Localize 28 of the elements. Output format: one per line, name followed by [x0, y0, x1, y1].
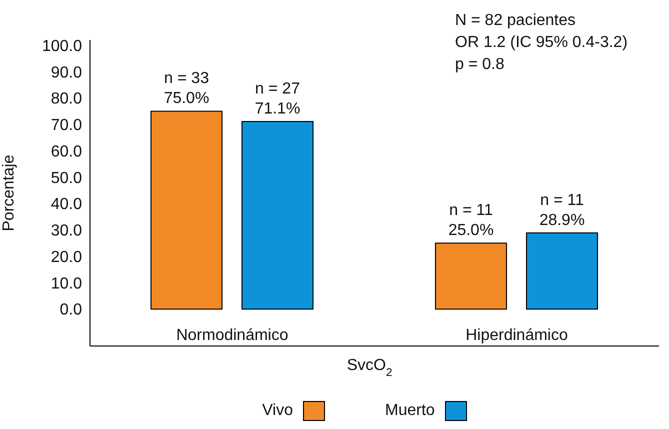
- data-label: n = 33 75.0%: [164, 70, 210, 108]
- data-label: n = 27 71.1%: [254, 80, 300, 118]
- y-tick-label: 0.0: [60, 302, 82, 319]
- y-tick-label: 60.0: [50, 143, 82, 160]
- bar: [526, 232, 598, 310]
- text: N = 82 pacientes: [455, 11, 577, 31]
- legend-label: Vivo: [262, 402, 294, 420]
- y-tick-label: 40.0: [50, 196, 82, 214]
- y-tick-label: 90.0: [50, 64, 82, 82]
- y-tick-label: 100.0: [42, 38, 82, 55]
- bar: [150, 110, 222, 310]
- y-axis-title: Porcentaje: [0, 154, 18, 232]
- bar: [435, 242, 507, 310]
- y-tick-label: 20.0: [50, 248, 82, 266]
- x-tick-label: Normodinámico: [176, 327, 288, 344]
- x-tick-label: Hiperdinámico: [466, 327, 568, 344]
- bar: [242, 121, 314, 310]
- data-label: n = 11 25.0%: [448, 202, 494, 240]
- y-tick-label: 10.0: [50, 275, 82, 292]
- y-tick-label: 80.0: [50, 90, 82, 108]
- legend-label: Muerto: [385, 402, 435, 420]
- data-label: n = 11 28.9%: [539, 192, 585, 229]
- y-tick-label: 30.0: [50, 222, 82, 240]
- x-axis-title: SvcO$_{2}$: [346, 357, 392, 379]
- y-tick-label: 70.0: [50, 117, 82, 134]
- annotation: p = 0.8: [455, 55, 506, 75]
- y-tick-label: 50.0: [50, 170, 82, 187]
- annotation: OR 1.2 (IC 95% 0.4-3.2): [455, 33, 628, 53]
